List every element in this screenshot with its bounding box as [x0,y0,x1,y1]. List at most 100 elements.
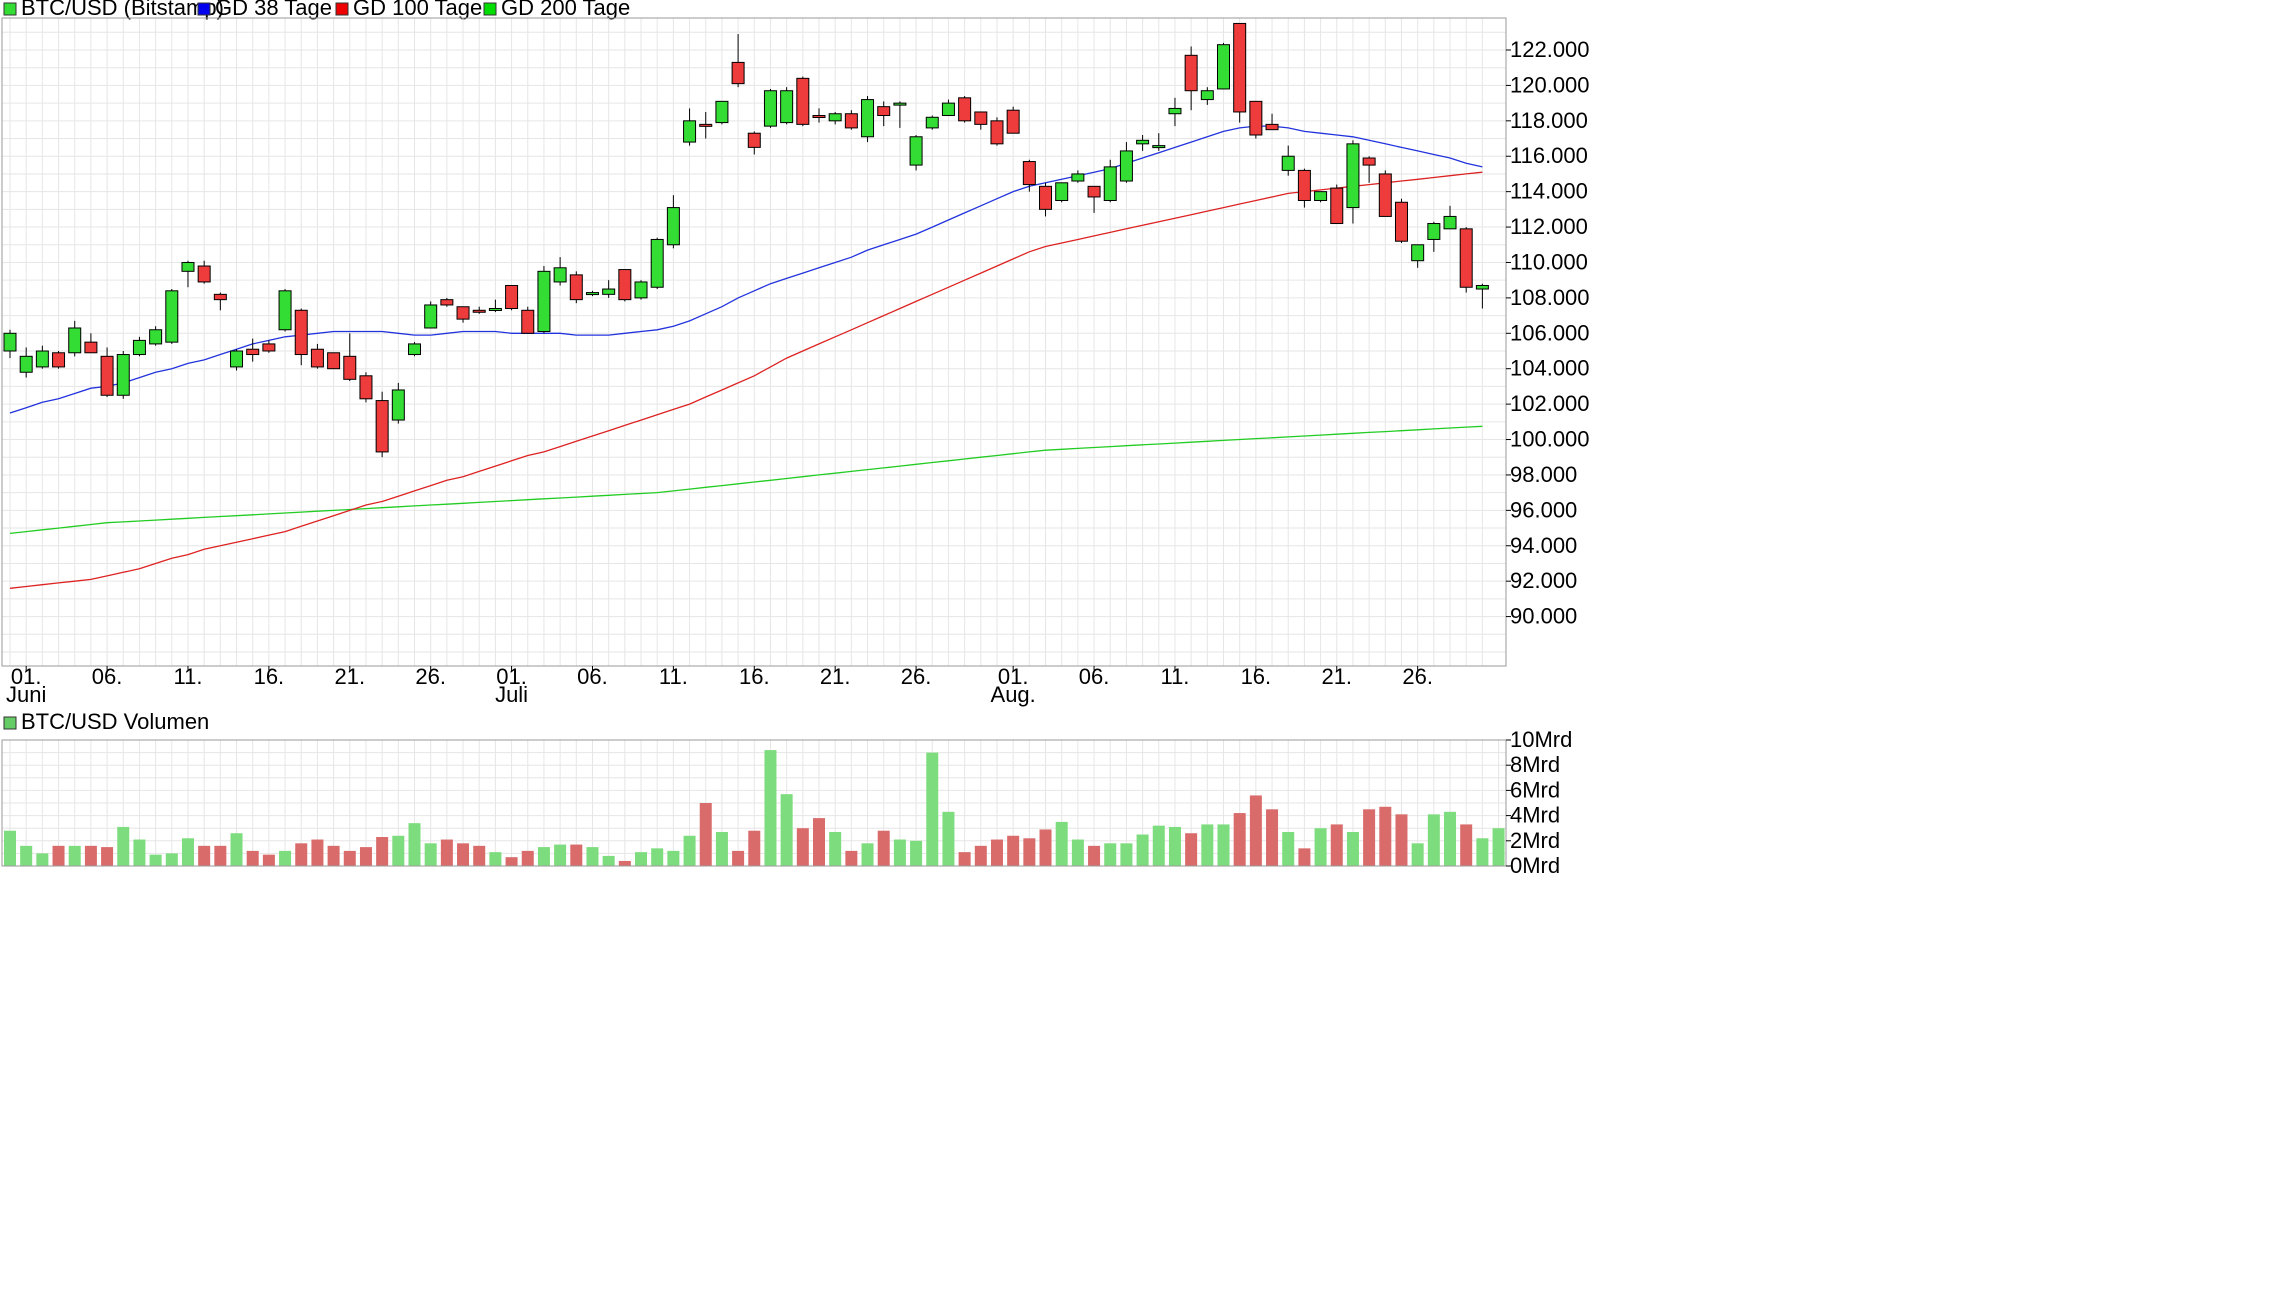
legend-label-0: BTC/USD (Bitstamp) [21,0,224,20]
candle-body [1443,215,1457,230]
candle-body [197,265,211,283]
candle-body [19,355,33,373]
candle-body [958,97,972,122]
candle-body [52,352,66,368]
candle [181,260,195,288]
volume-bar [473,845,486,866]
volume-bar [796,828,809,866]
volume-bar [327,845,340,866]
price-xtick-label: 01. [998,664,1029,689]
ma38-polyline [9,125,1483,414]
volume-bar [683,835,696,866]
candle [731,34,745,88]
volume-bar [1379,806,1392,866]
legend-label-3: GD 200 Tage [501,0,630,20]
volume-frame [1,739,1507,867]
volume-bar [84,845,97,866]
candle-body [1103,166,1117,202]
candle-body [1314,191,1328,202]
candle-body [666,207,680,246]
volume-bar [635,852,648,866]
volume-bar [1314,828,1327,866]
volume-bar [1120,843,1133,866]
volume-bar [1055,821,1068,866]
candle [812,108,826,123]
candle [602,280,616,298]
candle-body [553,267,567,283]
price-xtick-label: 11. [174,664,203,689]
volume-bar [845,850,858,866]
volume-bar [246,850,259,866]
candle-body [262,343,276,352]
candle [52,351,66,369]
candle-body [1200,90,1214,101]
volume-bar [1088,845,1101,866]
candle-body [343,355,357,380]
volume-bar [732,850,745,866]
candle-body [424,304,438,329]
volume-bar [780,794,793,866]
candle [1119,142,1133,183]
candle-body [359,375,373,400]
volume-bar [861,843,874,866]
price-ytick-label: 100.000 [1510,427,1590,452]
candle-body [893,102,907,106]
price-xtick-month: Juni [6,682,46,707]
volume-bar [343,850,356,866]
candle [828,111,842,125]
volume-bar [1492,828,1505,866]
volume-bar [1282,831,1295,866]
candle [197,260,211,284]
candle-body [1475,284,1489,290]
candle-body [278,290,292,331]
volume-bar [214,845,227,866]
candle [165,289,179,344]
ma38-line [9,125,1483,414]
candle-body [780,90,794,124]
price-grid [2,18,1506,666]
candle [505,284,519,311]
candle [1378,170,1392,217]
price-ytick-label: 92.000 [1510,568,1577,593]
price-xtick-label: 06. [92,664,123,689]
candle [408,342,421,357]
volume-bar [748,830,761,866]
volume-ytick-label: 0Mrd [1510,853,1560,878]
candle [132,336,146,357]
legend-swatch-3 [483,2,497,16]
volume-bar [910,840,923,866]
candle-body [84,341,98,354]
volume-ytick-label: 4Mrd [1510,803,1560,828]
candle [683,108,697,146]
candle [715,100,729,125]
volume-bar [1363,809,1376,866]
candle-body [1022,161,1036,186]
volume-bar [505,857,518,866]
volume-bar [1249,795,1262,866]
candle [213,292,227,311]
candle-body [747,132,761,148]
price-ytick-label: 112.000 [1510,214,1588,239]
price-ytick-label: 106.000 [1510,320,1590,345]
candle [861,96,875,143]
volume-bar [1476,838,1489,866]
candle-body [1281,155,1295,171]
candle-body [132,339,146,356]
candle-body [521,309,535,334]
volume-bar [829,831,842,866]
volume-bar [570,844,583,866]
candle-body [149,329,163,345]
volume-bar [586,847,599,866]
volume-bar [1168,826,1181,866]
volume-ytick-label: 6Mrd [1510,777,1560,802]
volume-bar [295,843,308,866]
candle-body [181,261,195,272]
candle-body [488,308,502,312]
volume-bar [133,839,146,866]
volume-bar [521,850,534,866]
candle-body [699,123,713,127]
candle-body [1330,187,1344,225]
candle-body [974,111,988,125]
candle [456,306,470,323]
